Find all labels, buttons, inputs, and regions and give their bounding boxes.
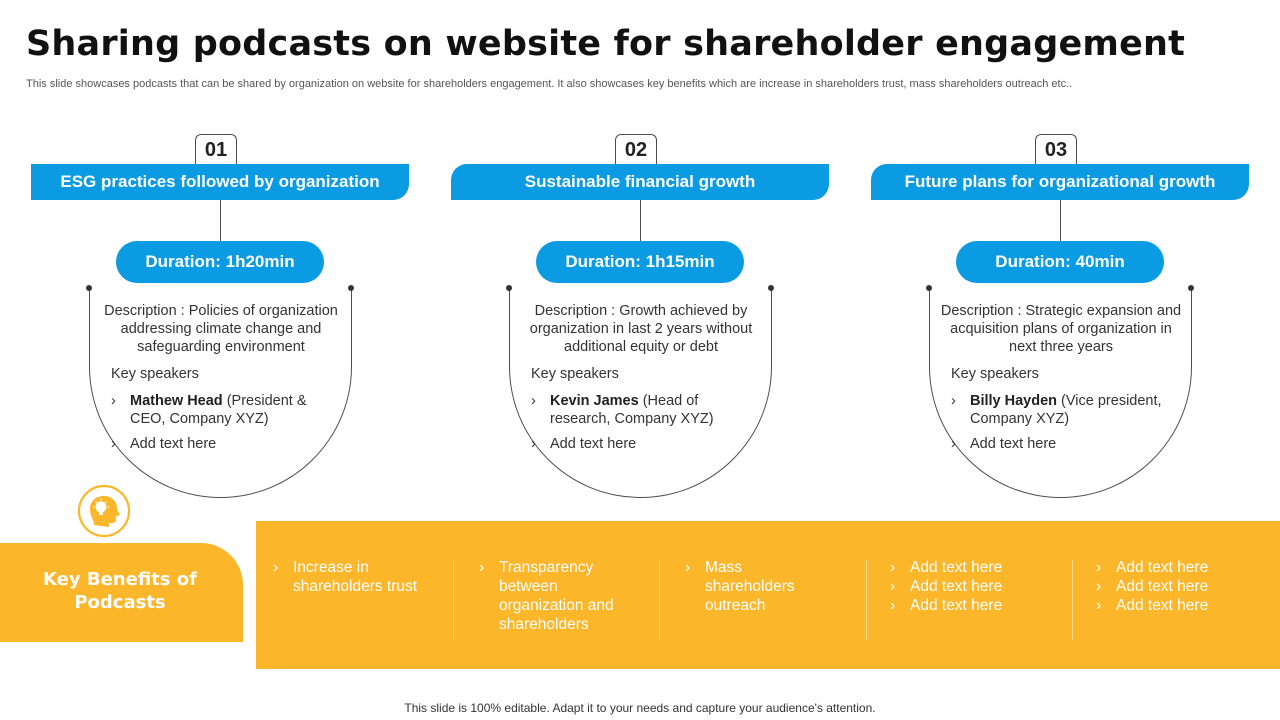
chevron-right-icon: › xyxy=(1096,597,1102,614)
benefits-tab xyxy=(0,543,243,642)
benefit-item: › Add text here xyxy=(1096,596,1266,615)
benefit-column-4: › Add text here › Add text here › Add te… xyxy=(890,558,1060,615)
benefit-text: Add text here xyxy=(1116,597,1209,614)
card-number: 01 xyxy=(195,134,237,164)
head-lightbulb-icon xyxy=(77,484,131,538)
benefit-column-1: › Increase in shareholders trust xyxy=(273,558,443,596)
benefit-divider xyxy=(866,560,867,640)
benefit-item: › Add text here xyxy=(890,577,1060,596)
outline-dot xyxy=(768,285,774,291)
chevron-right-icon: › xyxy=(531,436,536,452)
chevron-right-icon: › xyxy=(479,559,485,576)
chevron-right-icon: › xyxy=(111,436,116,452)
podcast-description: Description : Strategic expansion and ac… xyxy=(940,303,1182,355)
connector-line xyxy=(220,200,221,242)
page-subtitle: This slide showcases podcasts that can b… xyxy=(26,78,1073,90)
card-number: 03 xyxy=(1035,134,1077,164)
benefit-text: Transparency between organization and sh… xyxy=(499,559,614,633)
chevron-right-icon: › xyxy=(1096,578,1102,595)
chevron-right-icon: › xyxy=(1096,559,1102,576)
chevron-right-icon: › xyxy=(273,559,279,576)
chevron-right-icon: › xyxy=(890,559,896,576)
page-title: Sharing podcasts on website for sharehol… xyxy=(26,24,1186,64)
speaker-placeholder: Add text here xyxy=(970,436,1057,452)
footer-note: This slide is 100% editable. Adapt it to… xyxy=(404,701,876,715)
chevron-right-icon: › xyxy=(951,393,956,409)
benefit-item: › Add text here xyxy=(890,558,1060,577)
duration-pill: Duration: 40min xyxy=(956,241,1164,283)
connector-line xyxy=(640,200,641,242)
chevron-right-icon: › xyxy=(111,393,116,409)
benefit-column-3: › Mass shareholders outreach xyxy=(685,558,825,615)
benefit-divider xyxy=(659,560,660,640)
speaker-role: (Head of research, Company XYZ) xyxy=(550,393,714,427)
key-speakers-label: Key speakers xyxy=(951,366,1039,382)
speaker-item: › Add text here xyxy=(531,435,751,453)
podcast-card-1: 01 ESG practices followed by organizatio… xyxy=(31,134,411,502)
podcast-card-2: 02 Sustainable financial growth Duration… xyxy=(451,134,831,502)
speaker-name: Mathew Head xyxy=(130,393,223,409)
outline-dot xyxy=(506,285,512,291)
duration-pill: Duration: 1h15min xyxy=(536,241,744,283)
benefits-band xyxy=(256,521,1280,669)
speaker-role: (Vice president, Company XYZ) xyxy=(970,393,1162,427)
benefit-text: Add text here xyxy=(910,597,1003,614)
podcast-topic: Future plans for organizational growth xyxy=(871,164,1249,200)
connector-line xyxy=(1060,200,1061,242)
benefit-column-2: › Transparency between organization and … xyxy=(479,558,639,634)
benefit-text: Increase in shareholders trust xyxy=(293,559,418,595)
benefit-text: Add text here xyxy=(1116,578,1209,595)
benefit-text: Mass shareholders outreach xyxy=(705,559,795,614)
speaker-name: Kevin James xyxy=(550,393,639,409)
key-speakers-label: Key speakers xyxy=(531,366,619,382)
chevron-right-icon: › xyxy=(951,436,956,452)
benefit-item: › Mass shareholders outreach xyxy=(685,558,825,615)
speaker-item: › Billy Hayden (Vice president, Company … xyxy=(951,392,1171,428)
podcast-topic: ESG practices followed by organization xyxy=(31,164,409,200)
podcast-card-3: 03 Future plans for organizational growt… xyxy=(871,134,1251,502)
benefit-item: › Add text here xyxy=(1096,558,1266,577)
chevron-right-icon: › xyxy=(685,559,691,576)
podcast-description: Description : Policies of organization a… xyxy=(104,303,338,355)
podcast-description: Description : Growth achieved by organiz… xyxy=(529,303,753,355)
key-speakers-label: Key speakers xyxy=(111,366,199,382)
benefits-title: Key Benefits of Podcasts xyxy=(43,569,197,613)
benefit-item: › Add text here xyxy=(1096,577,1266,596)
benefit-text: Add text here xyxy=(910,578,1003,595)
chevron-right-icon: › xyxy=(890,578,896,595)
speaker-item: › Add text here xyxy=(111,435,331,453)
card-number: 02 xyxy=(615,134,657,164)
chevron-right-icon: › xyxy=(890,597,896,614)
benefit-divider xyxy=(1072,560,1073,640)
benefit-column-5: › Add text here › Add text here › Add te… xyxy=(1096,558,1266,615)
speaker-item: › Kevin James (Head of research, Company… xyxy=(531,392,751,428)
speaker-placeholder: Add text here xyxy=(550,436,637,452)
outline-dot xyxy=(1188,285,1194,291)
benefit-item: › Add text here xyxy=(890,596,1060,615)
speaker-placeholder: Add text here xyxy=(130,436,217,452)
benefit-item: › Transparency between organization and … xyxy=(479,558,639,634)
chevron-right-icon: › xyxy=(531,393,536,409)
benefit-text: Add text here xyxy=(1116,559,1209,576)
benefit-text: Add text here xyxy=(910,559,1003,576)
benefit-item: › Increase in shareholders trust xyxy=(273,558,443,596)
outline-dot xyxy=(348,285,354,291)
speaker-name: Billy Hayden xyxy=(970,393,1058,409)
benefit-divider xyxy=(453,560,454,640)
speaker-role: (President & CEO, Company XYZ) xyxy=(130,393,307,427)
speaker-item: › Mathew Head (President & CEO, Company … xyxy=(111,392,331,428)
outline-dot xyxy=(926,285,932,291)
outline-dot xyxy=(86,285,92,291)
speaker-item: › Add text here xyxy=(951,435,1171,453)
duration-pill: Duration: 1h20min xyxy=(116,241,324,283)
podcast-topic: Sustainable financial growth xyxy=(451,164,829,200)
